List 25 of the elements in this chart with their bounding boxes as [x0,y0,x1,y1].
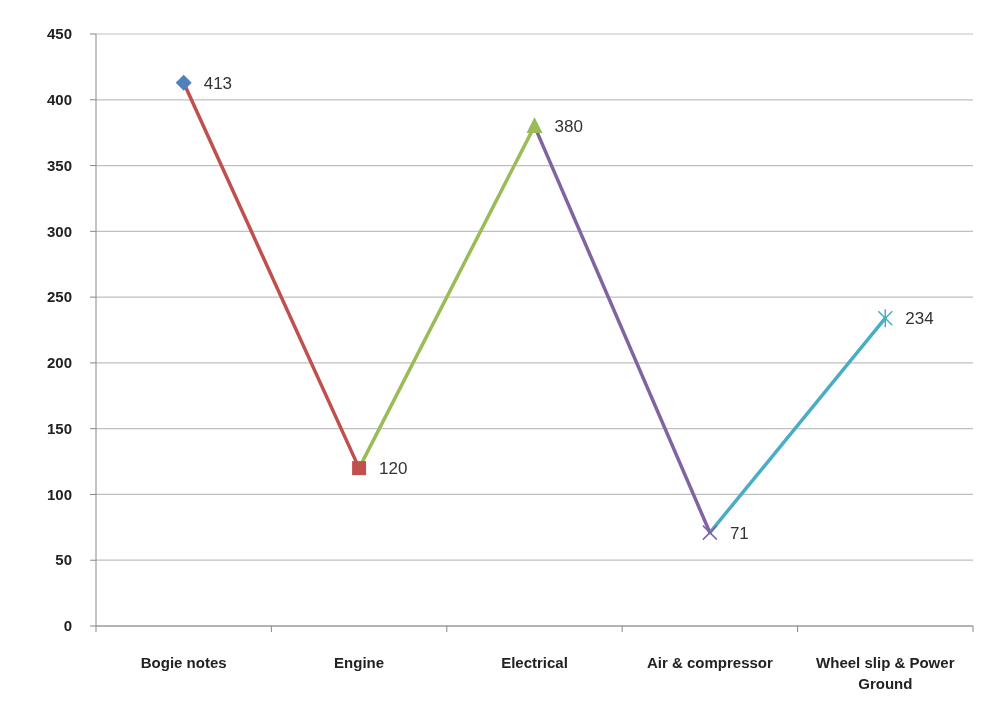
y-tick-label: 250 [46,288,72,306]
data-label: 234 [905,309,934,329]
y-tick-label: 450 [46,25,72,43]
y-tick-label: 100 [46,485,72,503]
y-tick-label: 0 [63,617,72,635]
x-tick-label: Electrical [501,654,568,671]
y-tick-label: 50 [55,551,72,569]
data-label: 413 [203,73,233,93]
data-label: 120 [379,459,408,479]
x-tick-label: Wheel slip & Power Ground [816,654,955,692]
point [877,308,894,328]
data-label: 380 [554,117,583,137]
y-tick-label: 350 [46,156,72,174]
point [702,524,718,541]
data-label: 71 [729,523,749,543]
x-tick-label: Air & compressor [646,654,773,671]
y-tick-label: 150 [46,419,72,437]
point [352,461,367,476]
y-tick-label: 300 [46,222,72,240]
y-tick-label: 400 [46,91,72,109]
x-tick-label: Engine [334,654,385,671]
point [526,117,543,134]
point [175,74,192,91]
x-tick-label: Bogie notes [140,654,227,671]
y-tick-label: 200 [46,354,72,372]
